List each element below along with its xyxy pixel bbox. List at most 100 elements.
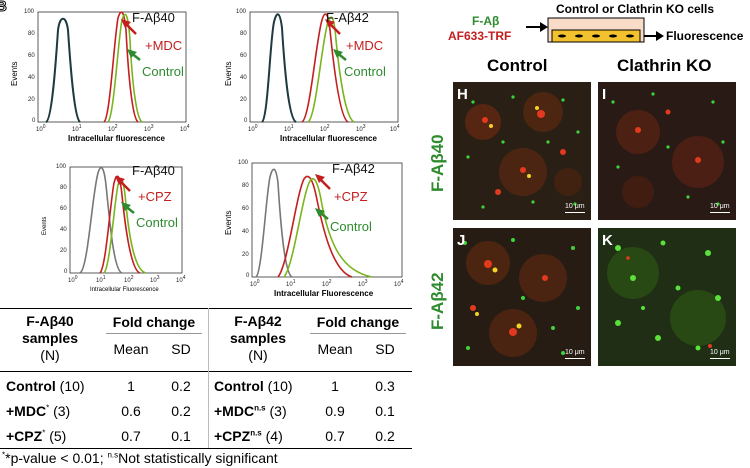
hist2-ytick: 20 — [240, 97, 247, 103]
hist1-ytick: 60 — [28, 53, 35, 59]
table-header-rule — [0, 371, 412, 372]
hist3-xtick: 101 — [96, 275, 106, 284]
hist4-ylabel: Events — [224, 210, 233, 235]
table40-row-cpz-sd: 0.1 — [171, 428, 191, 444]
table42-header-samples: F-Aβ42 samples (N) — [216, 313, 300, 364]
micro-k-image — [598, 228, 736, 366]
hist1-ytick: 80 — [28, 31, 35, 37]
table42-row-cpz: +CPZn.s (4) — [214, 428, 283, 444]
table40-row-mdc: +MDC* (3) — [6, 403, 71, 419]
hist3-ytick: 20 — [60, 248, 67, 254]
hist3-ytick: 80 — [60, 185, 67, 191]
table40-fold-rule — [106, 333, 202, 334]
micro-row-abeta40: F-Aβ40 — [428, 134, 447, 192]
hist1-xtick: 104 — [180, 124, 190, 133]
hist3-control-label: Control — [136, 215, 178, 230]
table40-header-line2: samples — [21, 330, 79, 346]
micro-panel-h: H 10 μm — [453, 82, 591, 220]
micro-panel-j-letter: J — [457, 232, 466, 249]
table40-header-line3: (N) — [40, 347, 60, 363]
hist2-xtick: 104 — [390, 124, 400, 133]
hist4-xtick: 102 — [322, 279, 332, 288]
micro-h-image — [453, 82, 591, 220]
hist1-treatment-label: +MDC — [145, 38, 183, 53]
micro-i-scale-bar — [710, 212, 730, 213]
hist4-ytick: 80 — [242, 183, 249, 189]
micro-panel-j: J 10 μm — [453, 228, 591, 366]
micro-panel-k-letter: K — [602, 232, 613, 249]
hist2-xtick: 102 — [320, 124, 330, 133]
hist2-xlabel: Intracellular fluorescence — [280, 134, 377, 143]
hist4-ytick: 0 — [246, 273, 250, 279]
micro-j-image — [453, 228, 591, 366]
hist2-ytick: 60 — [240, 53, 247, 59]
hist4-xtick: 104 — [394, 279, 404, 288]
hist2-control-label: Control — [344, 64, 386, 79]
hist4-control-label: Control — [330, 219, 372, 234]
table42-sd-header: SD — [375, 341, 395, 357]
table42-row-control: Control (10) — [214, 378, 293, 394]
hist1-xtick: 102 — [108, 124, 118, 133]
table42-mean-header: Mean — [317, 341, 353, 357]
schematic-drawing — [526, 17, 664, 43]
hist2-ytick: 40 — [240, 75, 247, 81]
hist2-ytick: 80 — [240, 31, 247, 37]
micro-row-abeta42: F-Aβ42 — [428, 272, 447, 330]
hist1-ytick: 100 — [24, 9, 35, 15]
hist1-plot — [37, 11, 187, 123]
table-top-rule — [0, 308, 412, 309]
hist2-title: F-Aβ42 — [326, 10, 369, 25]
table-bottom-rule — [0, 448, 412, 449]
hist2-ytick: 0 — [244, 118, 248, 124]
micro-j-scale-label: 10 μm — [565, 349, 585, 356]
micro-h-scale-bar — [565, 212, 585, 213]
micro-panel-k: K 10 μm — [598, 228, 736, 366]
table40-fold-header: Fold change — [112, 314, 196, 330]
hist3-plot — [69, 166, 183, 274]
hist4-xtick: 101 — [286, 279, 296, 288]
hist1-xtick: 103 — [144, 124, 154, 133]
assay-schematic: Control or Clathrin KO cells F-Aβ AF633-… — [440, 0, 750, 55]
histogram-abeta42-cpz: F-Aβ42 +CPZ Control Events Intracellular… — [222, 155, 417, 305]
hist4-treatment-label: +CPZ — [334, 189, 368, 204]
table40-row-control-mean: 1 — [127, 378, 135, 394]
table42-row-mdc-mean: 0.9 — [325, 403, 345, 419]
table42-header-line3: (N) — [248, 347, 268, 363]
hist4-ytick: 20 — [242, 252, 249, 258]
table40-row-control: Control (10) — [6, 378, 85, 394]
micro-col-clathrin-ko: Clathrin KO — [617, 56, 712, 75]
hist3-title: F-Aβ40 — [132, 163, 175, 178]
hist4-xlabel: Intracellular Fluorescence — [274, 289, 374, 298]
table42-row-cpz-sd: 0.2 — [375, 428, 395, 444]
table42-row-cpz-mean: 0.7 — [325, 428, 345, 444]
table42-header-line1: F-Aβ42 — [234, 313, 282, 329]
hist4-xtick: 100 — [250, 279, 260, 288]
table42-header-line2: samples — [229, 330, 287, 346]
hist1-xlabel: Intracellular fluorescence — [68, 134, 165, 143]
table40-header-samples: F-Aβ40 samples (N) — [8, 313, 92, 364]
hist2-xtick: 101 — [284, 124, 294, 133]
hist2-ylabel: Events — [224, 61, 233, 86]
hist3-xtick: 104 — [176, 275, 186, 284]
hist3-xtick: 100 — [68, 275, 78, 284]
table42-fold-rule — [310, 333, 406, 334]
hist1-ytick: 0 — [32, 118, 36, 124]
table42-row-control-mean: 1 — [331, 378, 339, 394]
hist1-xtick: 101 — [72, 124, 82, 133]
hist1-xtick: 100 — [36, 124, 46, 133]
hist1-ytick: 20 — [28, 97, 35, 103]
hist2-plot — [249, 11, 399, 123]
micro-panel-i: I 10 μm — [598, 82, 736, 220]
hist2-ytick: 100 — [236, 9, 247, 15]
hist3-xtick: 103 — [150, 275, 160, 284]
table42-fold-header: Fold change — [316, 314, 400, 330]
micro-i-image — [598, 82, 736, 220]
histogram-abeta40-mdc: F-Aβ40 +MDC Control Events Intracellular… — [0, 0, 210, 150]
hist2-xtick: 100 — [248, 124, 258, 133]
table40-row-mdc-mean: 0.6 — [121, 403, 141, 419]
micro-i-scale-label: 10 μm — [710, 203, 730, 210]
hist4-ytick: 40 — [242, 229, 249, 235]
histogram-abeta40-cpz: F-Aβ40 +CPZ Control Events Intracellular… — [0, 155, 210, 305]
hist2-xtick: 103 — [356, 124, 366, 133]
schematic-header: Control or Clathrin KO cells — [556, 2, 715, 16]
